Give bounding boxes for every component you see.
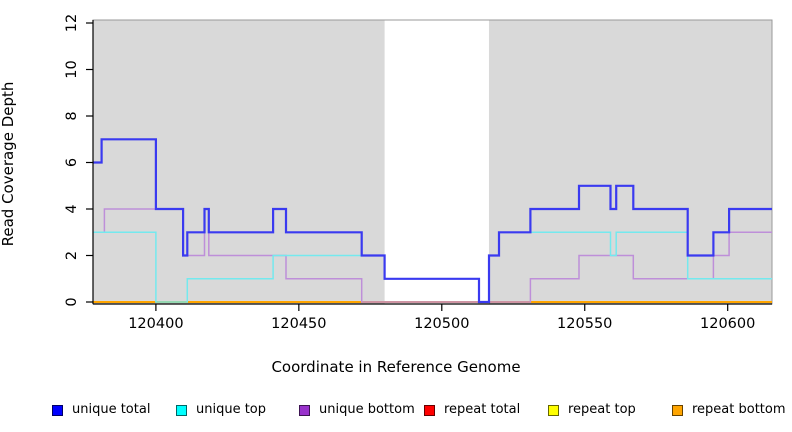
legend-label: repeat top: [568, 402, 636, 417]
x-axis-title: Coordinate in Reference Genome: [271, 358, 521, 376]
legend-item-unique-bottom: unique bottom: [299, 401, 415, 419]
y-tick-label: 8: [64, 111, 80, 120]
legend-label: unique bottom: [319, 402, 415, 417]
legend-swatch-icon: [424, 404, 435, 416]
legend-swatch-icon: [299, 404, 310, 416]
x-tick-label: 120550: [557, 316, 612, 332]
x-tick-label: 120450: [271, 316, 326, 332]
x-tick-label: 120500: [414, 316, 469, 332]
y-tick-label: 12: [64, 14, 80, 32]
legend-item-repeat-top: repeat top: [548, 401, 636, 419]
y-axis-title: Read Coverage Depth: [0, 81, 17, 247]
legend-label: repeat total: [444, 402, 521, 417]
x-tick-label: 120600: [700, 316, 755, 332]
legend-item-repeat-total: repeat total: [424, 401, 520, 419]
legend-swatch-icon: [672, 404, 683, 416]
legend-item-unique-top: unique top: [176, 401, 266, 419]
y-tick-label: 6: [64, 158, 80, 167]
no-coverage-gap: [384, 20, 489, 304]
legend-swatch-icon: [176, 404, 187, 416]
legend: unique total unique top unique bottom repea…: [0, 401, 792, 425]
legend-item-unique-total: unique total: [52, 401, 150, 419]
y-tick-label: 0: [64, 297, 80, 306]
y-tick-label: 4: [64, 204, 80, 213]
legend-swatch-icon: [548, 404, 559, 416]
legend-swatch-icon: [52, 404, 63, 416]
legend-label: unique top: [196, 402, 267, 417]
x-tick-label: 120400: [128, 316, 183, 332]
series-unique-total: [93, 138, 772, 304]
legend-label: repeat bottom: [692, 402, 786, 417]
legend-label: unique total: [72, 402, 151, 417]
legend-item-repeat-bottom: repeat bottom: [672, 401, 786, 419]
y-tick-label: 2: [64, 251, 80, 260]
y-tick-label: 10: [64, 60, 80, 78]
